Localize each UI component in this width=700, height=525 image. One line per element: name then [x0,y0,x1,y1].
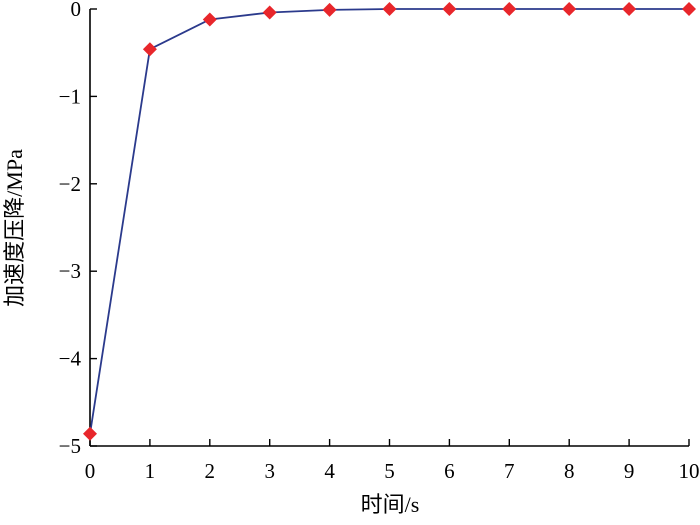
y-axis-ticks: 0 −1 −2 −3 −4 −5 [59,0,97,458]
x-axis-title: 时间/s [361,492,420,517]
x-tick-label: 5 [384,459,395,483]
y-tick-label: −5 [59,434,81,458]
x-tick-label: 9 [624,459,635,483]
data-point-marker [622,2,637,16]
x-tick-label: 8 [564,459,575,483]
data-point-marker [502,2,517,16]
x-tick-label: 10 [679,459,700,483]
y-tick-label: −1 [59,84,81,108]
x-tick-label: 3 [264,459,275,483]
y-tick-label: 0 [71,0,82,21]
y-axis-title: 加速度压降/MPa [2,149,27,307]
series-line [89,8,689,434]
x-tick-label: 1 [145,459,156,483]
series-layer [83,2,696,441]
axes [89,9,689,447]
data-point-marker [262,5,277,20]
x-axis-ticks: 0 1 2 3 4 5 6 7 8 9 10 [85,439,700,483]
data-point-marker [442,2,457,16]
y-tick-label: −4 [59,347,82,371]
x-tick-label: 0 [85,459,96,483]
x-tick-label: 2 [205,459,216,483]
data-point-marker [142,42,157,57]
data-point-marker [562,2,577,16]
x-tick-label: 4 [324,459,335,483]
data-point-marker [202,12,217,27]
data-point-marker [322,2,337,17]
x-tick-label: 7 [504,459,515,483]
data-point-marker [682,2,696,16]
data-point-marker [83,426,97,441]
y-tick-label: −3 [59,259,81,283]
y-tick-label: −2 [59,172,81,196]
x-tick-label: 6 [444,459,455,483]
data-point-marker [382,2,397,16]
